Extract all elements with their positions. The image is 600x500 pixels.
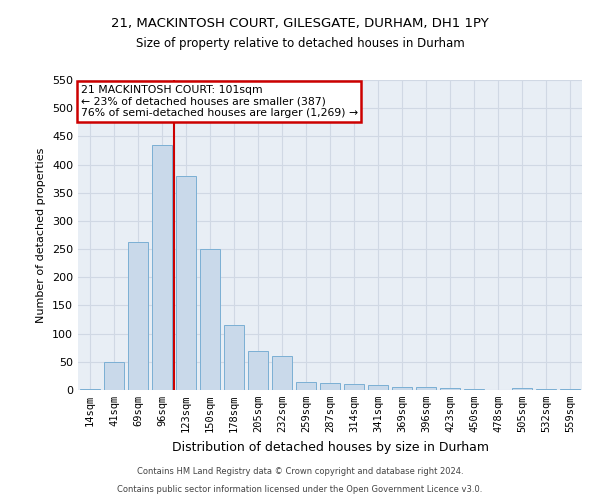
Bar <box>392 387 412 390</box>
Bar <box>128 242 148 390</box>
Bar <box>272 356 292 390</box>
Bar <box>104 362 124 390</box>
Text: Contains public sector information licensed under the Open Government Licence v3: Contains public sector information licen… <box>118 485 482 494</box>
Bar <box>296 382 316 390</box>
Bar <box>440 388 460 390</box>
Bar <box>80 389 100 390</box>
Y-axis label: Number of detached properties: Number of detached properties <box>37 148 46 322</box>
Bar <box>152 145 172 390</box>
Bar <box>224 325 244 390</box>
Bar <box>416 387 436 390</box>
Bar <box>368 386 388 390</box>
X-axis label: Distribution of detached houses by size in Durham: Distribution of detached houses by size … <box>172 440 488 454</box>
Text: 21 MACKINTOSH COURT: 101sqm
← 23% of detached houses are smaller (387)
76% of se: 21 MACKINTOSH COURT: 101sqm ← 23% of det… <box>80 84 358 118</box>
Bar <box>200 249 220 390</box>
Text: 21, MACKINTOSH COURT, GILESGATE, DURHAM, DH1 1PY: 21, MACKINTOSH COURT, GILESGATE, DURHAM,… <box>111 18 489 30</box>
Bar <box>248 350 268 390</box>
Bar <box>320 382 340 390</box>
Text: Contains HM Land Registry data © Crown copyright and database right 2024.: Contains HM Land Registry data © Crown c… <box>137 467 463 476</box>
Text: Size of property relative to detached houses in Durham: Size of property relative to detached ho… <box>136 38 464 51</box>
Bar <box>344 384 364 390</box>
Bar <box>512 388 532 390</box>
Bar <box>176 176 196 390</box>
